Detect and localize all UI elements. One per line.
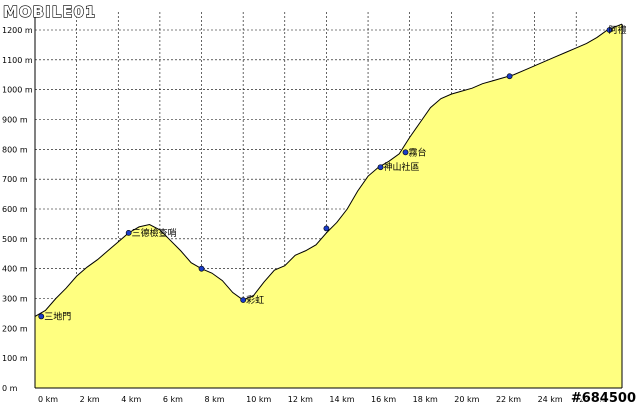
waypoint [323,225,330,232]
x-tick-label: 18 km [413,395,438,404]
waypoint: 彩虹 [240,295,264,306]
x-tick-label: 2 km [80,395,100,404]
y-tick-label: 1000 m [2,86,33,95]
axis-layer: 0 m 100 m 200 m 300 m 400 m 500 m 600 m 700 m 80… [2,12,622,404]
x-tick-label: 22 km [496,395,521,404]
area-layer [34,23,623,389]
x-tick-label: 8 km [205,395,225,404]
y-tick-label: 0 m [2,384,18,393]
waypoint-marker [125,229,132,236]
x-tick-label: 6 km [163,395,183,404]
waypoint-label: 彩虹 [246,295,264,306]
waypoint: 霧台 [402,146,427,158]
logo-text: MOBILE01 [3,3,96,21]
y-tick-label: 500 m [2,235,28,244]
x-tick-label: 10 km [246,395,271,404]
x-tick-label: 16 km [371,395,396,404]
logo: MOBILE01 [2,2,96,21]
waypoint-marker [323,225,330,232]
y-tick-label: 400 m [2,265,28,274]
waypoint: 三地門 [38,310,71,322]
x-tick-label: 4 km [121,395,141,404]
x-tick-label: 0 km [38,395,58,404]
y-tick-label: 800 m [2,145,28,154]
y-tick-label: 1100 m [2,56,33,65]
waypoint: 三德檢查哨 [125,227,177,239]
y-tick-label: 700 m [2,175,28,184]
y-tick-label: 1200 m [2,26,33,35]
waypoint [506,73,513,80]
elevation-line [34,23,623,317]
waypoint-label: 霧台 [409,146,427,158]
y-tick-label: 300 m [2,295,28,304]
x-tick-label: 26 km [579,395,604,404]
y-tick-label: 200 m [2,324,28,333]
x-tick-label: 20 km [454,395,479,404]
watermark-text: #684500 [571,391,636,406]
waypoint: 阿禮 [606,24,627,36]
waypoint: 神山社區 [377,161,420,173]
x-tick-label: 24 km [538,395,563,404]
y-tick-label: 100 m [2,354,28,363]
waypoint [198,265,205,272]
waypoint-marker [402,149,409,156]
waypoint-marker [606,27,613,33]
waypoint-marker [38,313,45,320]
x-tick-label: 12 km [288,395,313,404]
elevation-area [35,24,622,389]
waypoint-label: 三德檢查哨 [132,227,177,239]
waypoint-label: 三地門 [44,310,71,322]
waypoint-label: 阿禮 [609,24,627,36]
waypoint-label: 神山社區 [384,161,420,173]
y-tick-label: 600 m [2,205,28,214]
y-tick-label: 900 m [2,116,28,125]
waypoint-marker [240,297,247,303]
waypoint-marker [506,73,513,80]
waypoint-marker [377,164,384,171]
x-tick-label: 14 km [329,395,354,404]
waypoint-marker [198,265,205,272]
